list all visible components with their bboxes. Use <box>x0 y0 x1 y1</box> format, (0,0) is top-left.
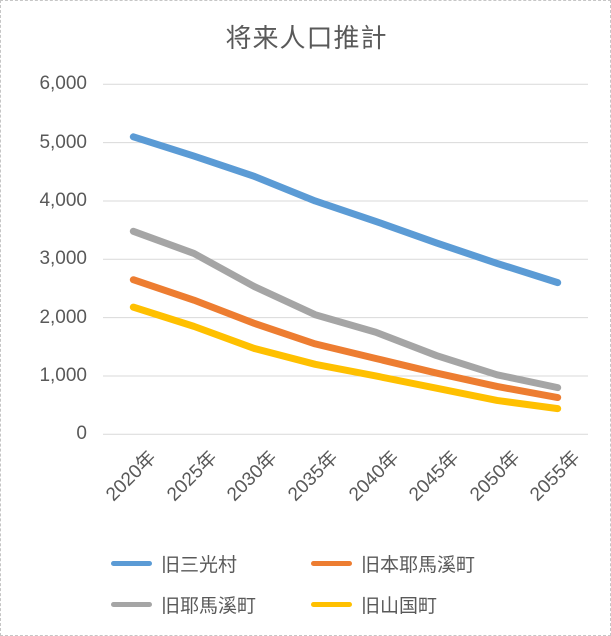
series-line <box>129 303 562 413</box>
y-axis-tick-label: 2,000 <box>39 306 87 328</box>
legend-line-swatch <box>311 560 352 566</box>
legend-line-swatch <box>111 601 152 607</box>
legend-item: 旧山国町 <box>311 593 438 617</box>
series-line <box>129 133 562 287</box>
legend-item: 旧三光村 <box>111 552 238 576</box>
series-line <box>129 227 562 392</box>
legend-label: 旧耶馬溪町 <box>161 595 257 617</box>
legend-item: 旧耶馬溪町 <box>111 593 257 617</box>
legend-line-swatch <box>311 601 352 607</box>
y-axis-tick-label: 5,000 <box>39 131 87 153</box>
legend-label: 旧三光村 <box>161 554 238 576</box>
legend-line-swatch <box>111 560 152 566</box>
legend-label: 旧本耶馬溪町 <box>361 554 476 576</box>
y-axis-tick-label: 1,000 <box>39 364 87 386</box>
y-axis-tick-label: 4,000 <box>39 189 87 211</box>
legend-item: 旧本耶馬溪町 <box>311 552 476 576</box>
series-line <box>129 276 562 402</box>
y-axis-tick-label: 6,000 <box>39 73 87 95</box>
legend-label: 旧山国町 <box>361 595 438 617</box>
chart-title: 将来人口推計 <box>225 23 388 53</box>
y-axis-tick-label: 3,000 <box>39 248 87 270</box>
y-axis-tick-label: 0 <box>76 423 87 445</box>
